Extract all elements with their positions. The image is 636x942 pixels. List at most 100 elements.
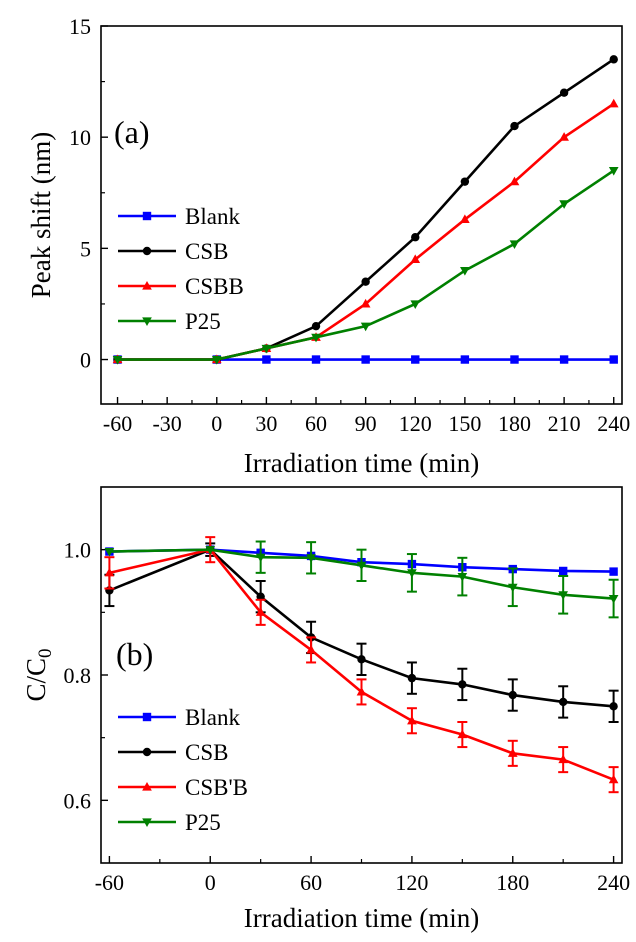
- x-tick-label: 180: [496, 870, 529, 895]
- data-point: [407, 569, 417, 578]
- series-p25: [112, 166, 619, 365]
- data-point: [104, 567, 115, 577]
- panel-label: (a): [114, 114, 150, 150]
- y-axis-title-main: C/C: [21, 658, 51, 702]
- data-point: [357, 655, 366, 664]
- x-tick-label: 120: [399, 411, 432, 436]
- y-axis-title: Peak shift (nm): [26, 132, 56, 298]
- data-point: [457, 573, 468, 582]
- data-point: [609, 355, 618, 364]
- panel-b: -60 0 60 120 180 240 0.6 0.8 1.0 Irradiation time…: [21, 486, 630, 933]
- x-tick-label: 240: [597, 870, 630, 895]
- data-point: [411, 233, 420, 242]
- data-point: [559, 200, 569, 209]
- y-axis-title: C/C0: [21, 648, 56, 701]
- data-point: [507, 748, 518, 757]
- x-tick-label: 60: [305, 411, 327, 436]
- data-point: [205, 546, 216, 555]
- x-tick-label: 240: [597, 411, 630, 436]
- x-tick-label: 30: [255, 411, 277, 436]
- data-point: [211, 355, 222, 365]
- x-tick-label: 210: [548, 411, 581, 436]
- data-point: [507, 583, 518, 593]
- data-point: [255, 553, 266, 563]
- legend-label: Blank: [185, 705, 240, 730]
- data-point: [609, 702, 618, 711]
- legend-marker: [142, 211, 152, 221]
- x-tick-label: 0: [211, 411, 222, 436]
- series-csb-b: [104, 536, 619, 794]
- data-point: [112, 355, 123, 365]
- x-tick-label: 90: [355, 411, 377, 436]
- y-tick-label: 5: [80, 236, 91, 261]
- data-point: [410, 300, 421, 309]
- y-tick-label: 0.8: [64, 663, 92, 688]
- series-csb: [104, 542, 619, 723]
- series-line: [109, 548, 615, 781]
- x-tick-label: 120: [395, 870, 428, 895]
- x-tick-label: -60: [103, 411, 132, 436]
- data-point: [559, 88, 569, 97]
- data-point: [311, 355, 321, 364]
- x-tick-label: 150: [448, 411, 481, 436]
- panel-a: -60 -30 0 30 60 90 120 150 180 210 240 0 5 10 15 Irradi…: [26, 14, 630, 478]
- data-point: [460, 267, 470, 276]
- y-axis-title-subscript: 0: [35, 648, 56, 658]
- legend-marker: [142, 781, 152, 791]
- data-point: [360, 298, 371, 308]
- data-point: [104, 547, 115, 557]
- data-point: [411, 355, 420, 364]
- data-point: [509, 176, 520, 186]
- plot-frame: [100, 25, 623, 405]
- x-tick-label: 180: [498, 411, 531, 436]
- y-tick-label: 1.0: [64, 538, 92, 563]
- panel-label: (b): [116, 636, 153, 672]
- x-axis-title: Irradiation time (min): [244, 903, 479, 933]
- data-point: [558, 697, 568, 707]
- legend-label: CSB'B: [185, 775, 248, 800]
- data-point: [608, 594, 619, 604]
- legend-marker: [142, 317, 152, 327]
- data-point: [360, 322, 371, 332]
- data-point: [510, 121, 519, 131]
- data-point: [306, 644, 316, 654]
- x-tick-label: 60: [300, 870, 322, 895]
- data-point: [608, 166, 619, 176]
- data-point: [306, 554, 316, 563]
- data-point: [261, 344, 272, 354]
- y-tick-label: 15: [69, 14, 91, 39]
- x-tick-label: -60: [95, 870, 124, 895]
- y-tick-label: 0: [80, 348, 91, 373]
- data-point: [558, 566, 568, 576]
- series-p25: [104, 540, 619, 619]
- data-point: [460, 214, 470, 224]
- data-point: [460, 177, 470, 186]
- legend-label: Blank: [185, 204, 240, 229]
- legend-marker: [142, 246, 152, 256]
- x-axis-title: Irradiation time (min): [244, 448, 479, 478]
- data-point: [609, 55, 618, 64]
- data-point: [457, 729, 468, 739]
- series-line: [109, 548, 614, 600]
- data-point: [609, 567, 618, 576]
- series-line: [117, 169, 615, 361]
- data-point: [558, 754, 569, 764]
- data-point: [356, 686, 367, 696]
- legend-label: P25: [185, 309, 221, 334]
- data-point: [407, 715, 417, 725]
- data-point: [559, 355, 569, 364]
- data-point: [559, 132, 569, 141]
- data-point: [255, 607, 266, 616]
- data-point: [361, 355, 370, 364]
- data-point: [311, 321, 321, 331]
- data-point: [508, 690, 517, 700]
- data-point: [410, 254, 421, 264]
- series-line: [109, 548, 614, 573]
- data-point: [509, 240, 520, 249]
- legend-label: CSB: [185, 740, 228, 765]
- data-point: [262, 355, 271, 364]
- x-tick-label: 0: [205, 870, 216, 895]
- legend-label: CSBB: [185, 274, 244, 299]
- data-point: [458, 680, 467, 689]
